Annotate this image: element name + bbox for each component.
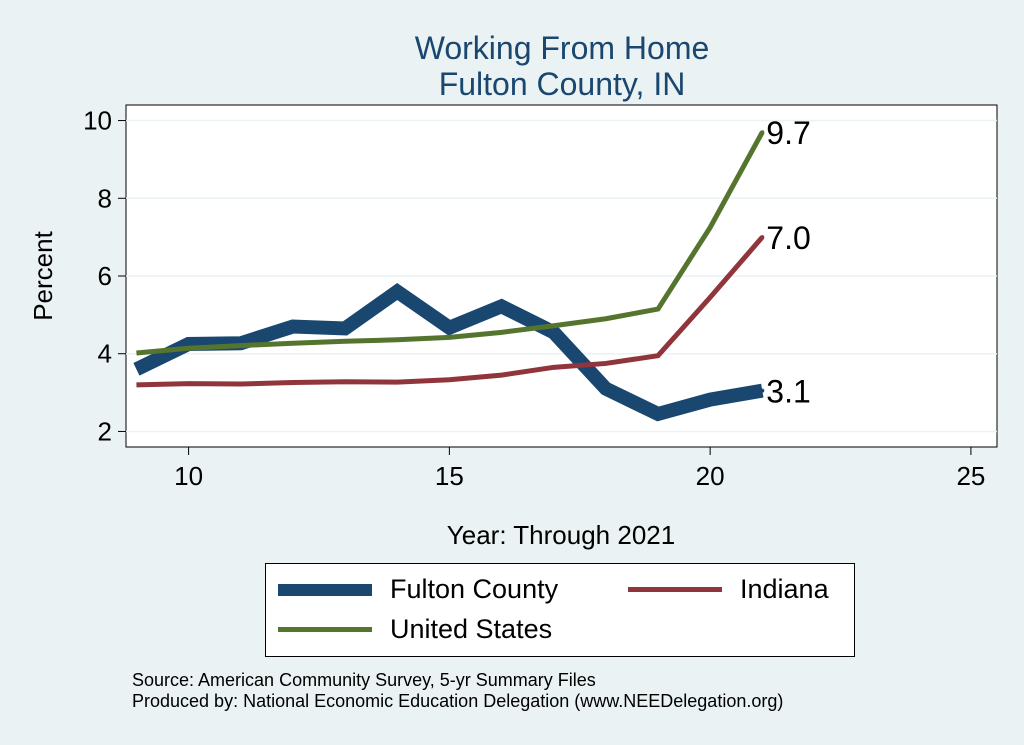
end-labels: 3.1 7.0 9.7 [766,115,810,409]
end-label-indiana: 7.0 [766,220,810,256]
chart-subtitle: Fulton County, IN [438,66,686,102]
y-tick-label-6: 6 [98,261,112,291]
y-tick-label-8: 8 [98,183,112,213]
legend-swatch-indiana [628,587,722,592]
legend-label-united-states: United States [390,614,553,644]
y-tick-label-4: 4 [98,339,112,369]
y-axis: 2 4 6 8 10 [83,106,126,446]
source-note: Source: American Community Survey, 5-yr … [132,670,783,712]
legend-item-united-states: United States [278,614,552,645]
legend: Fulton County Indiana United States [265,563,855,657]
legend-item-indiana: Indiana [628,574,829,605]
y-tick-label-2: 2 [98,416,112,446]
legend-label-fulton-county: Fulton County [390,574,559,604]
end-point-indiana [760,235,765,240]
x-tick-label-20: 20 [696,461,725,491]
legend-label-indiana: Indiana [740,574,829,604]
end-label-united-states: 9.7 [766,115,810,151]
x-tick-label-15: 15 [435,461,464,491]
chart-title: Working From Home [414,30,710,66]
legend-swatch-united-states [278,627,372,632]
x-tick-label-25: 25 [956,461,985,491]
y-tick-label-10: 10 [83,106,112,136]
series-line-united-states [136,131,765,356]
x-axis-title: Year: Through 2021 [447,520,675,550]
producer-line: Produced by: National Economic Education… [132,691,784,711]
end-label-fulton-county: 3.1 [766,374,810,410]
y-axis-title: Percent [28,230,58,320]
x-tick-label-10: 10 [174,461,203,491]
x-axis: 10 15 20 25 [174,447,985,491]
legend-item-fulton-county: Fulton County [278,574,558,605]
end-point-united-states [760,130,765,135]
legend-swatch-fulton-county [278,583,372,596]
end-point-fulton-county [760,388,765,393]
source-line: Source: American Community Survey, 5-yr … [132,670,596,690]
line-chart: 2 4 6 8 10 10 15 20 25 3.1 7.0 9.7 Percent Year: … [28,104,998,550]
series-line-indiana [136,235,765,388]
series-lines [133,130,765,422]
grid-lines [126,119,997,433]
